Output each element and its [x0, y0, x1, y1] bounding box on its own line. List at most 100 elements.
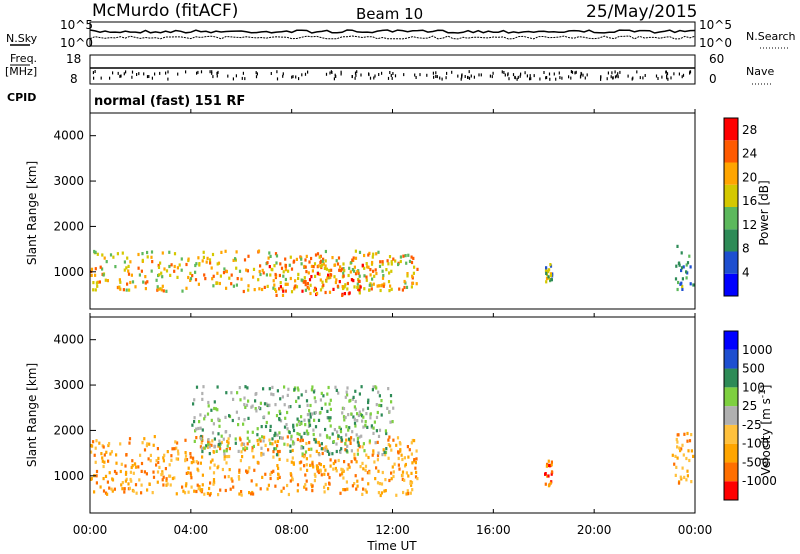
heatmap-cell	[336, 436, 340, 440]
heatmap-cell	[176, 275, 179, 279]
heatmap-cell	[126, 282, 129, 286]
heatmap-cell	[101, 459, 104, 463]
heatmap-cell	[401, 473, 404, 477]
heatmap-cell	[161, 251, 164, 255]
heatmap-cell	[297, 272, 300, 276]
heatmap-cell	[381, 262, 384, 266]
heatmap-cell	[202, 250, 205, 254]
heatmap-cell	[355, 460, 358, 464]
heatmap-cell	[321, 451, 324, 456]
heatmap-cell	[296, 489, 299, 493]
nave-mark	[351, 75, 353, 78]
heatmap-cell	[242, 422, 245, 426]
nave-mark	[512, 73, 515, 77]
colorbar-segment	[724, 406, 738, 425]
heatmap-cell	[314, 474, 317, 478]
heatmap-cell	[292, 423, 295, 427]
heatmap-cell	[319, 288, 323, 292]
heatmap-cell	[363, 274, 366, 278]
heatmap-cell	[171, 447, 174, 451]
nave-mark	[570, 70, 572, 74]
colorbar-tick-label: 16	[742, 194, 757, 208]
heatmap-cell	[354, 457, 357, 461]
heatmap-cell	[274, 431, 277, 435]
heatmap-cell	[293, 287, 296, 291]
heatmap-cell	[263, 415, 266, 419]
heatmap-cell	[220, 434, 223, 438]
heatmap-cell	[367, 253, 370, 257]
heatmap-cell	[305, 270, 308, 274]
nave-mark	[143, 72, 145, 76]
heatmap-cell	[286, 443, 289, 447]
nave-mark	[644, 74, 646, 77]
heatmap-cell	[267, 411, 270, 415]
heatmap-cell	[227, 441, 230, 445]
heatmap-cell	[237, 416, 240, 421]
nave-tick-low: 0	[709, 72, 717, 86]
heatmap-cell	[673, 462, 676, 466]
heatmap-cell	[191, 423, 194, 427]
heatmap-cell	[377, 250, 380, 254]
heatmap-cell	[410, 260, 414, 265]
heatmap-cell	[405, 261, 408, 265]
heatmap-cell	[185, 471, 188, 475]
heatmap-cell	[373, 274, 376, 278]
heatmap-cell	[128, 288, 131, 292]
freq-label: Freq.	[10, 52, 37, 65]
heatmap-cell	[254, 407, 257, 411]
heatmap-cell	[377, 491, 380, 495]
heatmap-cell	[292, 428, 296, 433]
heatmap-cell	[275, 261, 278, 265]
heatmap-cell	[162, 459, 165, 463]
heatmap-cell	[141, 441, 144, 445]
heatmap-cell	[688, 458, 691, 463]
heatmap-cell	[197, 487, 200, 491]
heatmap-cell	[314, 253, 318, 257]
heatmap-cell	[397, 262, 400, 267]
heatmap-cell	[289, 472, 292, 476]
heatmap-cell	[324, 259, 327, 263]
heatmap-cell	[398, 287, 401, 291]
heatmap-cell	[244, 405, 247, 409]
heatmap-cell	[160, 473, 163, 477]
heatmap-cell	[105, 260, 108, 264]
heatmap-cell	[182, 489, 185, 493]
heatmap-cell	[160, 288, 163, 292]
nave-mark	[611, 71, 613, 75]
heatmap-cell	[387, 280, 391, 284]
heatmap-cell	[356, 285, 359, 289]
heatmap-cell	[342, 415, 346, 419]
heatmap-cell	[335, 388, 338, 392]
heatmap-cell	[390, 260, 393, 264]
heatmap-cell	[184, 451, 187, 455]
heatmap-cell	[187, 257, 190, 261]
heatmap-cell	[264, 424, 268, 429]
heatmap-cell	[173, 269, 176, 273]
heatmap-cell	[261, 435, 264, 439]
heatmap-cell	[352, 438, 355, 442]
nave-mark	[461, 75, 463, 79]
heatmap-cell	[290, 460, 293, 464]
heatmap-cell	[335, 278, 338, 282]
heatmap-cell	[207, 438, 210, 442]
heatmap-cell	[290, 437, 293, 441]
heatmap-cell	[212, 422, 215, 426]
heatmap-cell	[162, 456, 165, 460]
heatmap-cell	[208, 445, 211, 449]
heatmap-cell	[226, 455, 229, 459]
nave-mark	[340, 70, 342, 74]
nave-mark	[543, 71, 545, 74]
heatmap-cell	[144, 275, 147, 279]
heatmap-cell	[367, 455, 370, 460]
heatmap-cell	[373, 420, 376, 424]
heatmap-cell	[300, 415, 303, 419]
heatmap-cell	[119, 442, 122, 446]
heatmap-cell	[289, 444, 292, 448]
heatmap-cell	[685, 270, 688, 274]
heatmap-cell	[146, 488, 149, 492]
heatmap-cell	[346, 487, 349, 491]
heatmap-cell	[329, 424, 332, 428]
heatmap-cell	[310, 388, 313, 392]
heatmap-cell	[374, 477, 377, 481]
